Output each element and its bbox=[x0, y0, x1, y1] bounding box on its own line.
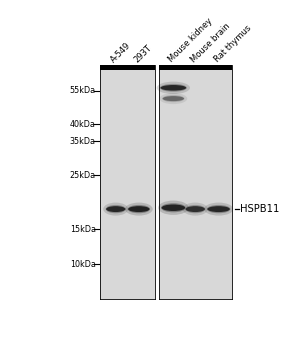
Ellipse shape bbox=[125, 203, 153, 216]
Text: 55kDa: 55kDa bbox=[70, 86, 96, 95]
Text: 25kDa: 25kDa bbox=[70, 171, 96, 180]
Ellipse shape bbox=[161, 85, 186, 91]
Bar bbox=[155, 65, 159, 299]
Ellipse shape bbox=[157, 82, 190, 94]
Ellipse shape bbox=[161, 203, 186, 212]
Text: HSPB11: HSPB11 bbox=[240, 204, 280, 214]
Ellipse shape bbox=[128, 205, 150, 213]
Ellipse shape bbox=[163, 96, 184, 101]
Ellipse shape bbox=[103, 203, 128, 216]
Text: 293T: 293T bbox=[133, 43, 154, 64]
Ellipse shape bbox=[162, 95, 184, 102]
Text: 15kDa: 15kDa bbox=[70, 225, 96, 234]
Bar bbox=[100, 70, 155, 299]
Ellipse shape bbox=[185, 205, 205, 213]
Text: 10kDa: 10kDa bbox=[70, 260, 96, 269]
Text: 40kDa: 40kDa bbox=[70, 120, 96, 129]
Text: Mouse brain: Mouse brain bbox=[189, 21, 232, 64]
Ellipse shape bbox=[204, 203, 233, 216]
Bar bbox=[159, 70, 232, 299]
Ellipse shape bbox=[160, 93, 187, 104]
Ellipse shape bbox=[162, 204, 185, 211]
Ellipse shape bbox=[207, 205, 230, 213]
Ellipse shape bbox=[106, 206, 125, 212]
Ellipse shape bbox=[186, 206, 205, 212]
Bar bbox=[100, 65, 155, 70]
Text: 35kDa: 35kDa bbox=[70, 137, 96, 146]
Text: Mouse kidney: Mouse kidney bbox=[167, 16, 215, 64]
Ellipse shape bbox=[207, 206, 230, 212]
Ellipse shape bbox=[160, 84, 187, 92]
Ellipse shape bbox=[128, 206, 150, 212]
Ellipse shape bbox=[106, 205, 126, 213]
Text: Rat thymus: Rat thymus bbox=[212, 23, 253, 64]
Bar bbox=[159, 65, 232, 70]
Ellipse shape bbox=[158, 201, 188, 215]
Text: A-549: A-549 bbox=[109, 41, 133, 64]
Ellipse shape bbox=[183, 203, 208, 216]
